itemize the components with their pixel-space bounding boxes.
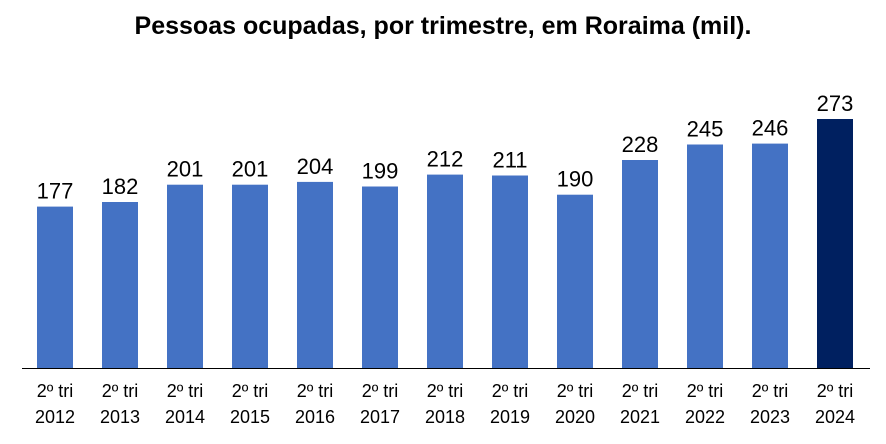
chart-title: Pessoas ocupadas, por trimestre, em Rora… — [134, 12, 752, 40]
x-tick-label-year: 2015 — [230, 407, 270, 427]
x-tick-label-year: 2013 — [100, 407, 140, 427]
bar-value-label: 212 — [427, 147, 464, 172]
bar-value-label: 199 — [362, 159, 399, 184]
bar-value-label: 201 — [232, 157, 269, 182]
bar — [557, 194, 593, 368]
bar — [687, 144, 723, 368]
x-tick-label-quarter: 2º tri — [557, 381, 594, 401]
bar-value-label: 177 — [37, 179, 74, 204]
x-tick-label-quarter: 2º tri — [167, 381, 204, 401]
x-tick-label-year: 2014 — [165, 407, 205, 427]
x-tick-label-quarter: 2º tri — [687, 381, 724, 401]
bar-value-label: 182 — [102, 174, 139, 199]
x-tick-label-year: 2022 — [685, 407, 725, 427]
bar — [492, 175, 528, 368]
bar — [167, 184, 203, 368]
bar-value-label: 246 — [752, 116, 789, 141]
x-tick-label-quarter: 2º tri — [622, 381, 659, 401]
x-tick-label-quarter: 2º tri — [817, 381, 854, 401]
bar-value-label: 228 — [622, 132, 659, 157]
bar-value-label: 211 — [492, 148, 527, 173]
x-tick-label-year: 2016 — [295, 407, 335, 427]
bar — [817, 119, 853, 368]
bar — [427, 174, 463, 368]
x-tick-label-year: 2012 — [35, 407, 75, 427]
x-tick-label-year: 2023 — [750, 407, 790, 427]
bars-group — [37, 119, 853, 368]
x-tick-label-year: 2019 — [490, 407, 530, 427]
bar — [37, 206, 73, 368]
x-tick-label-quarter: 2º tri — [362, 381, 399, 401]
bar-value-label: 273 — [817, 91, 854, 116]
x-tick-label-quarter: 2º tri — [102, 381, 139, 401]
bar-value-label: 190 — [557, 167, 594, 192]
bar — [752, 143, 788, 368]
x-tick-label-year: 2024 — [815, 407, 855, 427]
bar-value-label: 201 — [167, 157, 204, 182]
bar — [297, 181, 333, 368]
x-tick-label-quarter: 2º tri — [297, 381, 334, 401]
x-tick-label-quarter: 2º tri — [37, 381, 74, 401]
tick-labels-group: 2º tri 2012 2º tri 2013 2º tri 2014 2º tri 2015… — [35, 381, 855, 427]
bar — [232, 184, 268, 368]
bar — [622, 160, 658, 368]
x-tick-label-year: 2017 — [360, 407, 400, 427]
bar-value-label: 204 — [297, 154, 334, 179]
x-tick-label-quarter: 2º tri — [232, 381, 269, 401]
x-tick-label-quarter: 2º tri — [752, 381, 789, 401]
x-tick-label-year: 2021 — [620, 407, 660, 427]
bar — [102, 202, 138, 368]
bar-value-label: 245 — [687, 117, 724, 142]
value-labels-group: 177 182 201 201 204 199 212 211 190 228 245 246 273 — [37, 91, 854, 204]
x-tick-label-year: 2020 — [555, 407, 595, 427]
x-tick-label-year: 2018 — [425, 407, 465, 427]
x-tick-label-quarter: 2º tri — [492, 381, 529, 401]
x-tick-label-quarter: 2º tri — [427, 381, 464, 401]
bar — [362, 186, 398, 368]
